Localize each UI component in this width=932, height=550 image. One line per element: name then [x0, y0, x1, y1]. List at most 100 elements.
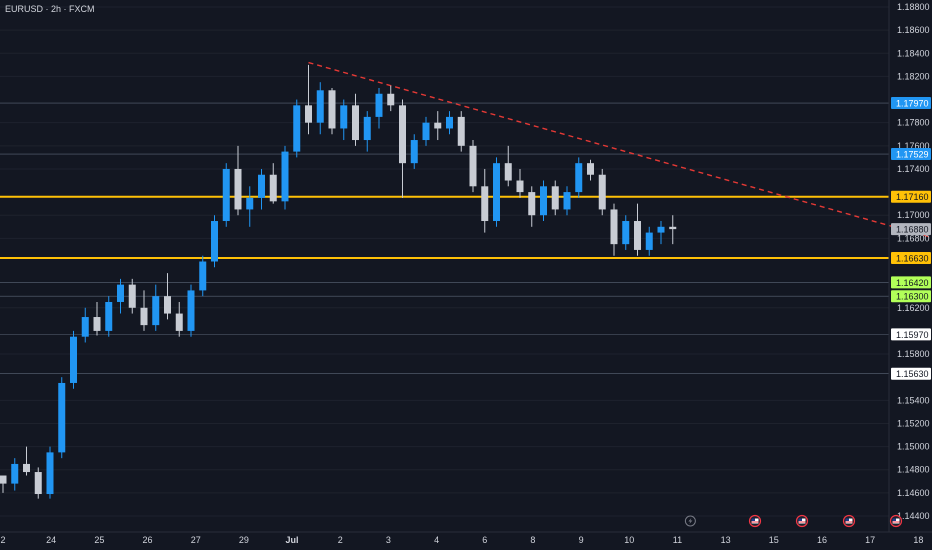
candle-bull: [258, 174, 265, 198]
price-tick-label: 1.15200: [897, 418, 930, 428]
price-tick-label: 1.17000: [897, 210, 930, 220]
candle-bull: [81, 317, 89, 337]
price-tick-label: 1.15000: [897, 442, 930, 452]
candle-bull: [563, 192, 571, 210]
price-tick-label: 1.14400: [897, 511, 930, 521]
candle-bull: [575, 163, 583, 193]
date-tick-label: 4: [434, 535, 439, 545]
candle-bull: [222, 168, 230, 222]
price-tick-label: 1.18600: [897, 25, 930, 35]
price-tick-label: 1.17800: [897, 118, 930, 128]
candle-bull: [340, 105, 348, 129]
horizontal-levels[interactable]: [0, 102, 889, 375]
price-badge-label: 1.15970: [896, 330, 929, 340]
date-tick-label: 18: [913, 535, 923, 545]
candle-bull: [117, 284, 124, 302]
candle-bear: [128, 284, 136, 308]
date-tick-label: Jul: [286, 535, 299, 545]
candle-bear: [352, 105, 359, 141]
candles: [0, 64, 677, 499]
price-tick-label: 1.17600: [897, 141, 930, 151]
date-tick-label: 16: [817, 535, 827, 545]
candle-bull: [11, 463, 19, 484]
candle-bull: [281, 151, 289, 202]
candle-bear: [34, 472, 42, 495]
candle-bull: [293, 105, 301, 152]
candle-bear: [469, 145, 477, 187]
candle-bear: [434, 122, 442, 129]
price-badge-label: 1.16630: [896, 254, 929, 264]
flag-canton: [751, 518, 755, 521]
date-tick-label: 27: [191, 535, 201, 545]
candle-bear: [164, 296, 171, 314]
candle-bear: [328, 90, 336, 129]
candle-bull: [316, 90, 324, 123]
candle-bear: [387, 93, 395, 106]
candle-bull: [540, 186, 547, 216]
price-badge-yellow: [891, 190, 931, 203]
trendline-group[interactable]: [308, 61, 932, 241]
price-tick-label: 1.14800: [897, 465, 930, 475]
candle-bear: [587, 163, 594, 175]
date-tick-label: 2: [338, 535, 343, 545]
date-tick-label: 24: [46, 535, 56, 545]
date-tick-label: 11: [673, 535, 682, 545]
candle-bull: [46, 452, 54, 495]
date-axis[interactable]: 2 24 25 26 27 29 Jul 2 3 4 6 8 9 10 11 13 15 16 17 18: [0, 535, 923, 545]
lightning-event-icon: [684, 515, 696, 527]
price-badge-blue: [891, 148, 931, 161]
price-badge-label: 1.16420: [896, 278, 929, 288]
candle-bull: [375, 93, 383, 117]
price-badge-label: 1.17160: [896, 192, 929, 202]
candle-bull: [105, 301, 113, 331]
candle-bull: [70, 336, 77, 383]
candle-bear: [175, 313, 183, 331]
descending-trendline[interactable]: [308, 61, 932, 241]
candle-bull: [446, 116, 453, 129]
price-axis[interactable]: 1.18800 1.18600 1.18400 1.18200 1.17800 1.176…: [897, 2, 930, 521]
flag-canton: [845, 518, 849, 521]
candle-bull: [152, 296, 160, 326]
candle-bull: [58, 382, 66, 453]
price-tick-label: 1.16200: [897, 303, 930, 313]
candle-bear: [669, 226, 677, 230]
candle-bull: [199, 261, 207, 291]
candle-bear: [504, 163, 512, 181]
date-tick-label: 10: [624, 535, 634, 545]
candle-bear: [93, 317, 101, 331]
price-tick-label: 1.18400: [897, 48, 930, 58]
price-badge-white: [891, 328, 931, 341]
candle-bear: [305, 105, 312, 123]
lightning-glyph: [688, 518, 693, 524]
price-badge-label: 1.16880: [896, 225, 929, 235]
date-tick-label: 13: [721, 535, 731, 545]
candle-bear: [551, 186, 559, 210]
price-badge-label: 1.15630: [896, 369, 929, 379]
candle-bear: [140, 307, 148, 326]
candle-bear: [0, 475, 7, 484]
candle-bear: [516, 180, 524, 193]
price-badge-label: 1.17529: [896, 150, 929, 160]
grid: [0, 6, 889, 517]
candle-bull: [410, 140, 418, 164]
candle-bear: [399, 105, 406, 164]
candle-bear: [457, 116, 465, 146]
price-badge-white: [891, 367, 931, 380]
date-tick-label: 17: [865, 535, 875, 545]
price-tick-label: 1.18800: [897, 2, 930, 12]
candle-bear: [610, 209, 618, 245]
date-tick-label: 26: [143, 535, 153, 545]
flag-canton: [892, 518, 896, 521]
price-badges: 1.17970 1.17529 1.17160 1.16880 1.16630 1.164…: [891, 97, 931, 380]
price-tick-label: 1.17400: [897, 164, 930, 174]
candle-bear: [234, 168, 242, 210]
candle-bull: [645, 232, 653, 250]
price-badge-blue: [891, 97, 931, 110]
candle-bull: [422, 122, 430, 141]
price-badge-gray: [891, 223, 931, 236]
date-tick-label: 3: [386, 535, 391, 545]
symbol-title: EURUSD · 2h · FXCM: [5, 4, 95, 14]
date-tick-label: 2: [0, 535, 5, 545]
